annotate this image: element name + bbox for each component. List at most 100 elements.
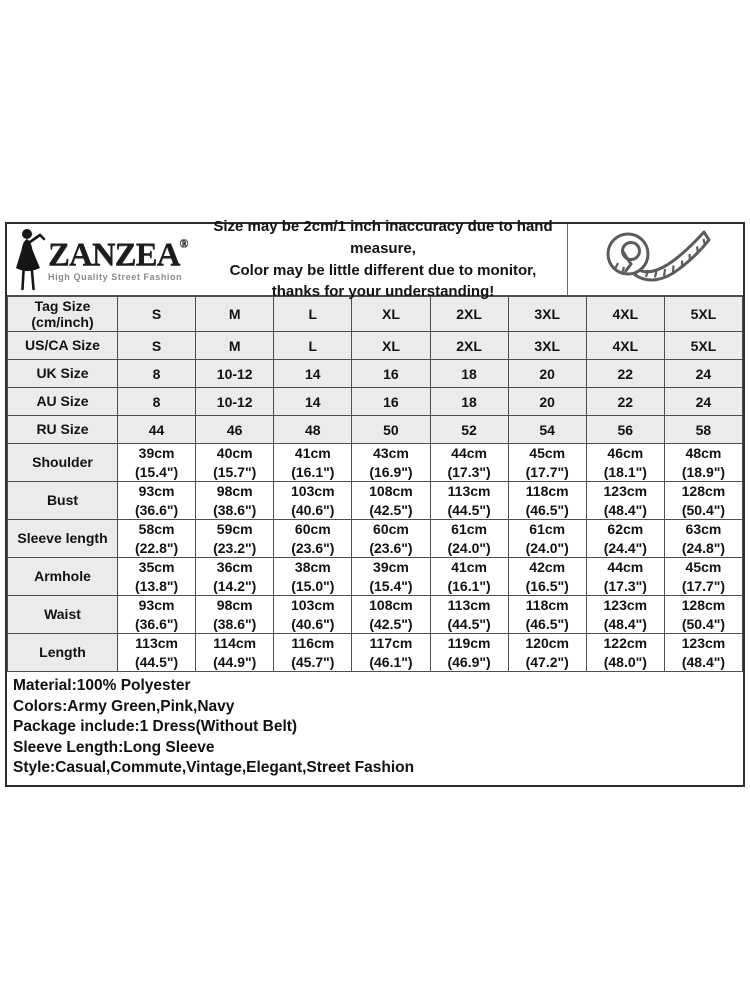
measure-cell: 103cm (40.6"): [273, 595, 353, 634]
size-cell: 24: [663, 359, 744, 388]
size-cell: 20: [507, 387, 587, 416]
woman-silhouette-icon: [16, 228, 46, 290]
size-cell: 5XL: [663, 331, 744, 360]
measure-cell: 45cm (17.7"): [663, 557, 744, 596]
measure-cm: 41cm: [294, 445, 331, 462]
measure-cm: 45cm: [529, 445, 566, 462]
size-chart-sheet: ZANZEA® High Quality Street Fashion Size…: [5, 218, 745, 787]
measure-inch: (47.2"): [525, 653, 569, 670]
measure-cell: 103cm (40.6"): [273, 481, 353, 520]
measure-cell: 38cm (15.0"): [273, 557, 353, 596]
size-cell: 20: [507, 359, 587, 388]
measure-cm: 63cm: [685, 521, 722, 538]
size-cell: 4XL: [585, 296, 665, 332]
measure-cm: 108cm: [369, 483, 413, 500]
measure-cm: 93cm: [138, 597, 175, 614]
measure-cell: 93cm (36.6"): [116, 481, 197, 520]
notice-line-1: Size may be 2cm/1 inch inaccuracy due to…: [213, 218, 553, 257]
measure-inch: (48.0"): [603, 653, 647, 670]
header-band: ZANZEA® High Quality Street Fashion Size…: [7, 218, 743, 300]
measure-cell: 61cm (24.0"): [507, 519, 587, 558]
measure-notice: Size may be 2cm/1 inch inaccuracy due to…: [199, 218, 567, 300]
measure-cell: 118cm (46.5"): [507, 595, 587, 634]
size-table-body: Tag Size (cm/inch) S M L XL 2XL 3XL 4XL 5XL US/CA …: [7, 296, 744, 672]
measure-inch: (44.5"): [134, 653, 179, 670]
measure-cm: 35cm: [138, 559, 175, 576]
measure-cm: 38cm: [294, 559, 331, 576]
measure-cell: 108cm (42.5"): [351, 595, 431, 634]
detail-line: Style:Casual,Commute,Vintage,Elegant,Str…: [13, 759, 415, 776]
tape-measure-cell: [567, 224, 743, 295]
size-row: UK Size 8 10-12 14 16 18 20 22 24: [7, 359, 744, 388]
measure-cm: 123cm: [603, 597, 648, 614]
size-cell: 14: [273, 359, 353, 388]
measure-cm: 103cm: [291, 483, 335, 500]
row-label-text: AU Size: [36, 393, 89, 410]
measure-inch: (42.5"): [369, 615, 413, 632]
measure-inch: (44.9"): [213, 653, 257, 670]
measure-cell: 42cm (16.5"): [507, 557, 587, 596]
brand-wordmark: ZANZEA®: [48, 237, 189, 272]
measure-cm: 113cm: [135, 635, 178, 652]
size-cell: 22: [585, 387, 665, 416]
measure-cm: 60cm: [294, 521, 331, 538]
measure-inch: (38.6"): [213, 615, 257, 632]
size-row: Tag Size (cm/inch) S M L XL 2XL 3XL 4XL 5XL: [7, 296, 744, 332]
measure-cell: 123cm (48.4"): [663, 633, 744, 672]
row-label-text: US/CA Size: [25, 337, 100, 354]
measure-cm: 48cm: [685, 445, 722, 462]
size-cell: M: [195, 331, 275, 360]
registered-mark: ®: [179, 236, 189, 250]
measure-inch: (13.8"): [134, 577, 179, 594]
measure-cm: 108cm: [369, 597, 413, 614]
measure-cell: 98cm (38.6"): [195, 595, 275, 634]
row-label: Sleeve length: [7, 519, 118, 558]
measure-cell: 60cm (23.6"): [351, 519, 431, 558]
measure-cm: 103cm: [291, 597, 335, 614]
size-cell: 8: [116, 387, 197, 416]
measure-row: Waist 93cm (36.6") 98cm (38.6") 103cm (40.6") 1…: [7, 595, 744, 634]
notice-line-3: thanks for your understanding!: [271, 283, 495, 301]
size-cell: 4XL: [585, 331, 665, 360]
measure-cm: 118cm: [525, 597, 569, 614]
measure-cm: 128cm: [681, 597, 726, 614]
measure-inch: (17.3"): [603, 577, 647, 594]
size-cell: 56: [585, 415, 665, 444]
measure-inch: (24.0"): [447, 539, 491, 556]
measure-inch: (23.6"): [369, 539, 413, 556]
brand-logo: ZANZEA® High Quality Street Fashion: [7, 224, 199, 295]
measure-row: Armhole 35cm (13.8") 36cm (14.2") 38cm (15.0")…: [7, 557, 744, 596]
measure-inch: (42.5"): [369, 501, 413, 518]
measure-cell: 59cm (23.2"): [195, 519, 275, 558]
size-cell: 16: [351, 387, 431, 416]
size-row: AU Size 8 10-12 14 16 18 20 22 24: [7, 387, 744, 416]
measure-cm: 117cm: [369, 635, 413, 652]
measure-cell: 35cm (13.8"): [116, 557, 197, 596]
measure-row: Shoulder 39cm (15.4") 40cm (15.7") 41cm (16.1"…: [7, 443, 744, 482]
size-cell: S: [116, 331, 197, 360]
measure-cm: 39cm: [373, 559, 409, 576]
measure-inch: (44.5"): [447, 501, 491, 518]
measure-cm: 44cm: [607, 559, 644, 576]
measure-cell: 123cm (48.4"): [585, 481, 665, 520]
measure-cm: 116cm: [291, 635, 335, 652]
detail-line: Package include:1 Dress(Without Belt): [13, 718, 298, 735]
size-cell: 3XL: [507, 331, 587, 360]
measure-cm: 40cm: [216, 445, 253, 462]
measure-cell: 113cm (44.5"): [429, 595, 509, 634]
measure-row: Length 113cm (44.5") 114cm (44.9") 116cm (45.7…: [7, 633, 744, 672]
measure-cm: 61cm: [529, 521, 566, 538]
measure-cell: 36cm (14.2"): [195, 557, 275, 596]
size-cell: 48: [273, 415, 353, 444]
measure-inch: (15.7"): [213, 463, 257, 480]
size-row: RU Size 44 46 48 50 52 54 56 58: [7, 415, 744, 444]
measure-inch: (50.4"): [681, 501, 726, 518]
measure-inch: (17.3"): [447, 463, 491, 480]
measure-inch: (48.4"): [603, 501, 647, 518]
measure-cm: 128cm: [681, 483, 726, 500]
measure-cell: 98cm (38.6"): [195, 481, 275, 520]
measure-cell: 48cm (18.9"): [663, 443, 744, 482]
row-label: RU Size: [7, 415, 118, 444]
row-label: US/CA Size: [7, 331, 118, 360]
size-cell: XL: [351, 296, 431, 332]
